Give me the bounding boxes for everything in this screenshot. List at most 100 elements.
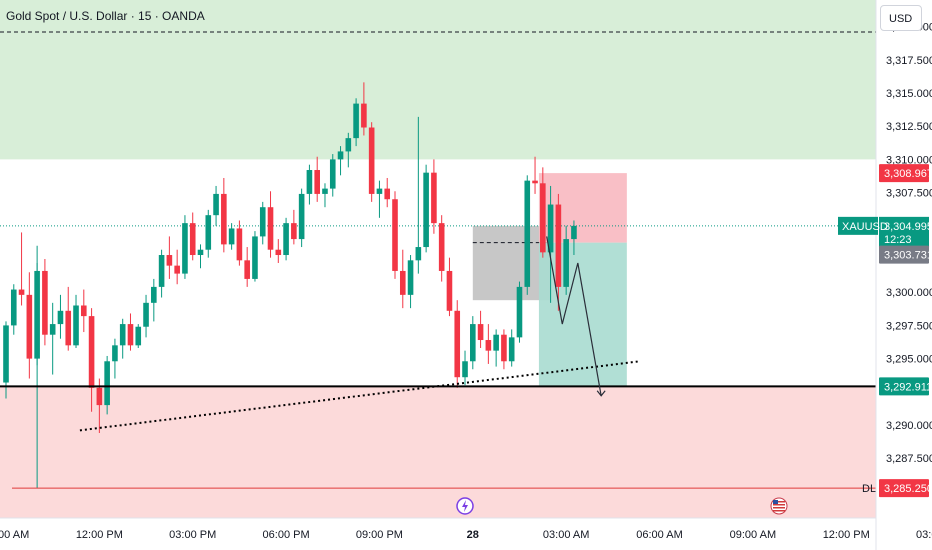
candle (213, 185, 219, 226)
candle-body (283, 223, 289, 256)
ascending-trendline (79, 360, 641, 432)
entry-box (472, 225, 551, 301)
candle (368, 122, 375, 202)
candle-body (112, 345, 118, 362)
candle-body (524, 180, 531, 287)
dl-price-tag-text: 3,285.250 (884, 483, 932, 495)
currency-button[interactable]: USD (880, 5, 922, 31)
support-price-tag-bg (879, 377, 929, 396)
candle (454, 300, 461, 388)
x-tick-label: 09:00 PM (356, 529, 403, 541)
candle (81, 289, 87, 333)
candle (516, 281, 523, 343)
countdown-text: 12:23 (884, 234, 912, 246)
candle-body (275, 249, 282, 256)
zone-layer (0, 0, 876, 518)
candle-body (376, 188, 383, 194)
candle-body (49, 324, 56, 335)
y-tick-label: 3,307.500 (886, 188, 932, 200)
price-axis[interactable]: 3,320.0003,317.5003,315.0003,312.5003,31… (838, 0, 932, 550)
candle-body (322, 188, 328, 194)
candle (166, 236, 173, 279)
candle-body (306, 170, 313, 194)
y-tick-label: 3,312.500 (886, 121, 932, 133)
candle (415, 116, 422, 274)
candle (158, 249, 165, 298)
candle-body (151, 286, 157, 303)
candle (259, 201, 266, 245)
symbol-title: Gold Spot / U.S. Dollar · 15 · OANDA (6, 9, 205, 23)
entry-price-tag-bg (879, 245, 929, 264)
projected-path (546, 236, 602, 396)
candle (151, 278, 157, 322)
candle-body (314, 170, 320, 194)
candle-body (96, 387, 103, 406)
candle-layer (3, 82, 577, 489)
axis-bg (876, 0, 932, 550)
candle-body (345, 138, 352, 152)
candle (291, 209, 297, 245)
candle-body (462, 361, 468, 378)
candle-body (384, 188, 391, 200)
candle-body (267, 207, 274, 250)
candle-body (555, 204, 562, 287)
candle-body (399, 270, 406, 295)
flag-stripe (773, 510, 785, 512)
candle (18, 232, 25, 306)
candle-body (213, 193, 219, 216)
x-tick-label: 06:00 PM (263, 529, 310, 541)
candle (306, 164, 313, 205)
candle-body (493, 334, 499, 351)
lightning-event-icon (456, 497, 474, 515)
candle (345, 132, 352, 168)
stop-price-tag-text: 3,308.967 (884, 168, 932, 180)
xauusd-text: XAUUSD (842, 221, 888, 233)
candle (353, 98, 359, 147)
supply-zone (0, 0, 876, 160)
candle (532, 156, 538, 194)
candle (197, 244, 204, 269)
candle (26, 272, 33, 379)
candle-body (329, 159, 336, 189)
x-tick-label: 06:00 AM (636, 529, 682, 541)
candle (57, 294, 64, 339)
stop-price-tag-bg (879, 164, 929, 183)
candle-body (423, 172, 429, 248)
x-tick-label: 28 (467, 529, 479, 541)
candle (221, 177, 227, 253)
lightning-glyph (462, 500, 468, 512)
candle (547, 185, 554, 303)
candle (228, 223, 235, 250)
candle (143, 294, 149, 338)
candle-body (407, 260, 414, 295)
candle (283, 217, 289, 261)
x-tick-label: 12:00 PM (76, 529, 123, 541)
time-axis[interactable]: 09:00 AM 12:00 PM 03:00 PM 06:00 PM 09:00 PM… (0, 517, 932, 541)
candle (337, 146, 344, 176)
candle-body (501, 334, 507, 362)
candle-body (166, 255, 173, 266)
x-tick-label: 03:00 PM (916, 529, 932, 541)
candle (189, 212, 196, 261)
candle-body (205, 215, 212, 250)
y-tick-label: 3,315.000 (886, 88, 932, 100)
dl-tag-text: DL (862, 483, 876, 495)
candle (462, 350, 468, 386)
stop-loss-zone (538, 173, 627, 243)
candle-body (127, 324, 134, 346)
candle-body (563, 239, 569, 287)
candle-body (65, 310, 72, 346)
candle-body (189, 223, 196, 256)
candle-body (516, 286, 523, 338)
candle-body (454, 310, 461, 378)
candle-body (446, 270, 453, 311)
candle (329, 154, 336, 197)
arrowhead (596, 390, 606, 397)
candle (244, 247, 250, 287)
support-price-tag-text: 3,292.911 (884, 381, 932, 393)
flag-canton (773, 500, 778, 504)
candle-body (228, 228, 235, 245)
candle-body (392, 199, 398, 271)
